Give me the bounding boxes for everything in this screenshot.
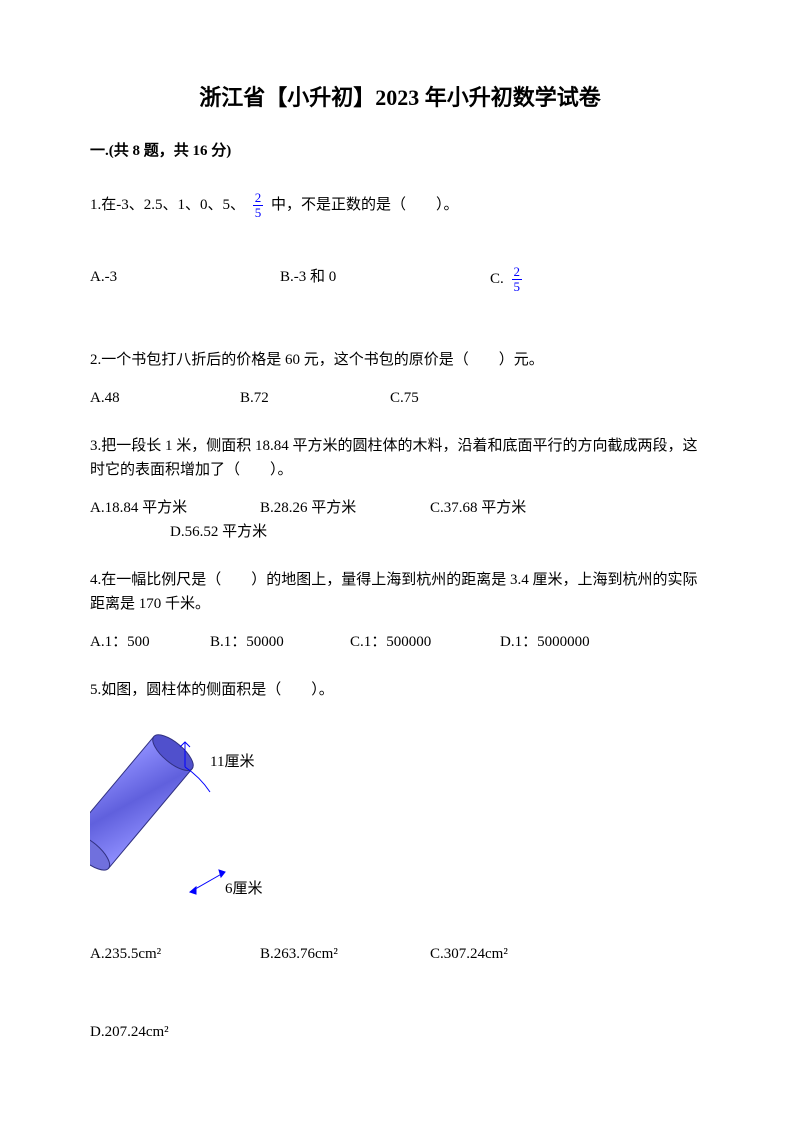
question-2: 2.一个书包打八折后的价格是 60 元，这个书包的原价是（ ）元。 A.48 B… <box>90 348 710 410</box>
q4-text: 4.在一幅比例尺是（ ）的地图上，量得上海到杭州的距离是 3.4 厘米，上海到杭… <box>90 568 710 616</box>
dimension-label-11: 11厘米 <box>210 750 254 774</box>
q2-option-c: C.75 <box>390 386 419 410</box>
frac-denominator: 5 <box>512 280 523 294</box>
cylinder-figure: 11厘米 6厘米 <box>90 722 330 912</box>
dimension-label-6: 6厘米 <box>225 877 263 901</box>
frac-denominator: 5 <box>253 206 264 220</box>
page-title: 浙江省【小升初】2023 年小升初数学试卷 <box>90 80 710 115</box>
q4-options: A.1：500 B.1：50000 C.1：500000 D.1：5000000 <box>90 630 710 654</box>
question-4: 4.在一幅比例尺是（ ）的地图上，量得上海到杭州的距离是 3.4 厘米，上海到杭… <box>90 568 710 654</box>
q4-option-a: A.1：500 <box>90 630 210 654</box>
question-5: 5.如图，圆柱体的侧面积是（ ）。 <box>90 678 710 1044</box>
q2-options: A.48 B.72 C.75 <box>90 386 710 410</box>
q3-option-b: B.28.26 平方米 <box>260 496 430 520</box>
q5-options-row2: D.207.24cm² <box>90 1020 710 1044</box>
q3-options: A.18.84 平方米 B.28.26 平方米 C.37.68 平方米 D.56… <box>90 496 710 544</box>
fraction-icon: 2 5 <box>253 191 264 221</box>
q1-text-pre: 1.在-3、2.5、1、0、5、 <box>90 197 245 213</box>
q5-options-row1: A.235.5cm² B.263.76cm² C.307.24cm² <box>90 942 710 966</box>
q5-option-b: B.263.76cm² <box>260 942 430 966</box>
question-3: 3.把一段长 1 米，侧面积 18.84 平方米的圆柱体的木料，沿着和底面平行的… <box>90 434 710 544</box>
q1-text: 1.在-3、2.5、1、0、5、 2 5 中，不是正数的是（ ）。 <box>90 191 710 221</box>
q4-option-d: D.1：5000000 <box>500 630 590 654</box>
q3-option-d: D.56.52 平方米 <box>170 520 710 544</box>
q4-option-c: C.1：500000 <box>350 630 500 654</box>
q3-text: 3.把一段长 1 米，侧面积 18.84 平方米的圆柱体的木料，沿着和底面平行的… <box>90 434 710 482</box>
q5-option-c: C.307.24cm² <box>430 942 508 966</box>
q1-option-c: C. 2 5 <box>490 265 526 295</box>
q3-option-a: A.18.84 平方米 <box>90 496 260 520</box>
section-header: 一.(共 8 题，共 16 分) <box>90 139 710 163</box>
q3-option-c: C.37.68 平方米 <box>430 496 526 520</box>
q1-option-b: B.-3 和 0 <box>280 265 490 295</box>
q1-options: A.-3 B.-3 和 0 C. 2 5 <box>90 265 710 295</box>
q2-text: 2.一个书包打八折后的价格是 60 元，这个书包的原价是（ ）元。 <box>90 348 710 372</box>
fraction-icon: 2 5 <box>512 265 523 295</box>
q2-option-a: A.48 <box>90 386 240 410</box>
q4-option-b: B.1：50000 <box>210 630 350 654</box>
frac-numerator: 2 <box>512 265 523 280</box>
question-1: 1.在-3、2.5、1、0、5、 2 5 中，不是正数的是（ ）。 A.-3 B… <box>90 191 710 294</box>
q1-optc-pre: C. <box>490 271 504 287</box>
frac-numerator: 2 <box>253 191 264 206</box>
q5-option-d: D.207.24cm² <box>90 1020 169 1044</box>
q2-option-b: B.72 <box>240 386 390 410</box>
q1-text-post: 中，不是正数的是（ ）。 <box>271 197 459 213</box>
q1-option-a: A.-3 <box>90 265 280 295</box>
q5-option-a: A.235.5cm² <box>90 942 260 966</box>
q5-text: 5.如图，圆柱体的侧面积是（ ）。 <box>90 678 710 702</box>
